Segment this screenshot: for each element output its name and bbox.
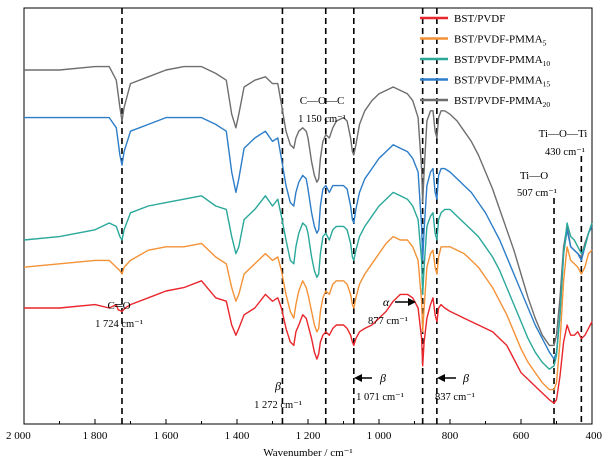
legend-item: BST/PVDF-PMMA15 xyxy=(420,75,550,89)
annotation-beta-1071-wavenumber: 1 071 cm⁻¹ xyxy=(356,392,404,403)
annotation-beta-1272-symbol: β xyxy=(274,379,281,393)
legend-item: BST/PVDF xyxy=(420,13,505,25)
peak-annotations: C═O 1 724 cm⁻¹ β 1 272 cm⁻¹ C—O—C 1 150 cm⁻¹ β… xyxy=(95,95,587,411)
annotation-tio-label: Ti—O xyxy=(520,170,548,182)
series-line-bst-pvdf-pmma10 xyxy=(23,191,593,370)
annotation-co-wavenumber: 1 724 cm⁻¹ xyxy=(95,319,143,330)
x-tick-label-2000: 2 000 xyxy=(6,430,31,442)
x-tick-label-1400: 1 400 xyxy=(225,430,250,442)
annotation-coc-wavenumber: 1 150 cm⁻¹ xyxy=(298,114,346,125)
annotation-tioti-label: Ti—O—Ti xyxy=(539,128,588,140)
annotation-alpha-877-symbol: α xyxy=(383,295,390,309)
legend-label: BST/PVDF xyxy=(454,13,505,25)
x-axis-label: Wavenumber / cm⁻¹ xyxy=(263,447,352,459)
annotation-beta-837-symbol: β xyxy=(462,371,469,385)
annotation-beta-837-arrow xyxy=(437,374,456,382)
legend-item: BST/PVDF-PMMA10 xyxy=(420,54,550,68)
annotation-beta-1071-arrow xyxy=(354,374,372,382)
annotation-co-label: C═O xyxy=(107,300,130,312)
legend-item: BST/PVDF-PMMA5 xyxy=(420,34,547,48)
x-tick-label-1000: 1 000 xyxy=(367,430,392,442)
x-tick-label-1600: 1 600 xyxy=(154,430,179,442)
annotation-tio-wavenumber: 507 cm⁻¹ xyxy=(517,188,557,199)
x-tick-label-800: 800 xyxy=(442,430,459,442)
annotation-beta-837-wavenumber: 837 cm⁻¹ xyxy=(435,392,475,403)
reference-lines xyxy=(121,8,583,424)
plot-frame xyxy=(23,7,593,425)
annotation-beta-1071-symbol: β xyxy=(379,371,386,385)
annotation-alpha-877-wavenumber: 877 cm⁻¹ xyxy=(368,316,408,327)
x-tick-label-1200: 1 200 xyxy=(296,430,321,442)
legend-label: BST/PVDF-PMMA15 xyxy=(454,75,550,89)
legend-item: BST/PVDF-PMMA20 xyxy=(420,95,550,109)
legend: BST/PVDF BST/PVDF-PMMA5 BST/PVDF-PMMA10 BST… xyxy=(420,13,550,109)
legend-label: BST/PVDF-PMMA20 xyxy=(454,95,550,109)
legend-label: BST/PVDF-PMMA5 xyxy=(454,34,547,48)
x-axis: 2 000 1 800 1 600 1 400 1 200 1 000 800 600 400 xyxy=(6,419,603,442)
series-line-bst-pvdf-pmma5 xyxy=(23,235,593,391)
spectra-series xyxy=(23,65,593,404)
legend-label: BST/PVDF-PMMA10 xyxy=(454,54,550,68)
series-line-bst-pvdf-pmma15 xyxy=(24,116,593,360)
annotation-alpha-877-arrow xyxy=(395,298,416,306)
annotation-coc-label: C—O—C xyxy=(300,95,345,107)
x-tick-label-400: 400 xyxy=(586,430,603,442)
series-line-bst-pvdf-pmma20 xyxy=(24,65,593,347)
annotation-tioti-wavenumber: 430 cm⁻¹ xyxy=(545,147,585,158)
x-tick-label-600: 600 xyxy=(513,430,530,442)
annotation-beta-1272-wavenumber: 1 272 cm⁻¹ xyxy=(254,400,302,411)
x-tick-label-1800: 1 800 xyxy=(83,430,108,442)
series-line-bst-pvdf xyxy=(24,280,593,404)
